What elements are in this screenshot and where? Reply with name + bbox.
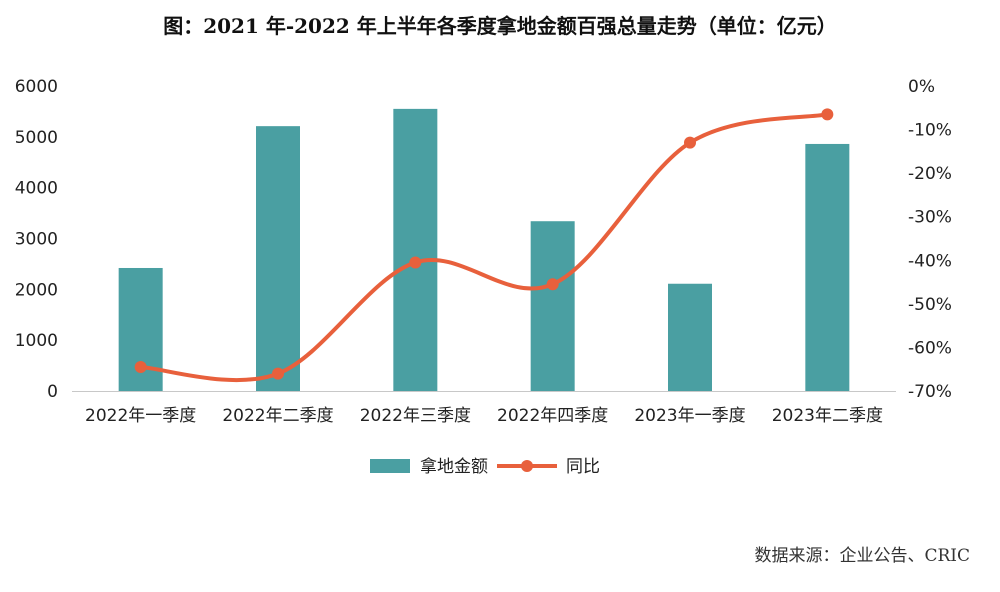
line-point <box>272 367 284 380</box>
left-axis-tick-label: 6000 <box>15 77 58 97</box>
left-axis-tick-label: 4000 <box>15 179 58 199</box>
right-axis-tick-label: -40% <box>908 251 952 271</box>
legend-swatch-marker <box>521 460 533 472</box>
legend: 拿地金额 同比 <box>370 456 600 477</box>
right-axis-tick-label: -50% <box>908 295 952 315</box>
x-axis-tick-label: 2023年一季度 <box>634 406 745 426</box>
right-axis-tick-label: -60% <box>908 338 952 358</box>
bar <box>668 283 712 391</box>
bar-series <box>118 108 850 392</box>
bar <box>393 108 438 391</box>
x-axis-tick-label: 2022年一季度 <box>85 406 196 426</box>
left-axis-tick-label: 1000 <box>15 331 58 351</box>
right-axis-tick-label: -10% <box>908 121 952 141</box>
line-point <box>821 108 834 121</box>
line-point <box>134 361 147 374</box>
right-axis-tick-label: 0% <box>908 77 935 97</box>
legend-swatch-bar <box>370 459 410 473</box>
right-axis-tick-label: -70% <box>908 382 952 402</box>
line-path <box>138 112 830 383</box>
right-axis-tick-label: -30% <box>908 208 952 228</box>
x-axis-tick-label: 2023年二季度 <box>772 406 883 426</box>
x-axis-tick-label: 2022年四季度 <box>497 406 608 426</box>
legend-label-bar: 拿地金额 <box>420 456 488 477</box>
chart-title: 图：2021 年-2022 年上半年各季度拿地金额百强总量走势（单位：亿元） <box>163 14 837 38</box>
line-point <box>684 136 696 149</box>
line-series <box>134 108 834 383</box>
bar <box>256 126 300 392</box>
line-point <box>546 278 559 291</box>
legend-label-line: 同比 <box>566 457 600 477</box>
left-axis-tick-label: 5000 <box>15 128 58 148</box>
left-axis-tick-label: 0 <box>47 382 58 402</box>
source-note: 数据来源：企业公告、CRIC <box>754 546 970 566</box>
right-axis-tick-label: -20% <box>908 164 952 184</box>
left-axis-tick-label: 2000 <box>15 280 58 300</box>
left-axis-tick-label: 3000 <box>15 230 58 250</box>
bar <box>805 143 850 391</box>
x-axis-tick-label: 2022年二季度 <box>222 406 333 426</box>
right-y-axis: 0% -10% -20% -30% -40% -50% -60% -70% <box>908 77 952 402</box>
line-point <box>409 256 422 269</box>
x-axis-labels: 2022年一季度 2022年二季度 2022年三季度 2022年四季度 2023年一季度… <box>85 406 883 426</box>
bar <box>530 221 575 391</box>
left-y-axis: 0 1000 2000 3000 4000 5000 6000 <box>15 77 58 402</box>
x-axis-tick-label: 2022年三季度 <box>360 406 471 426</box>
